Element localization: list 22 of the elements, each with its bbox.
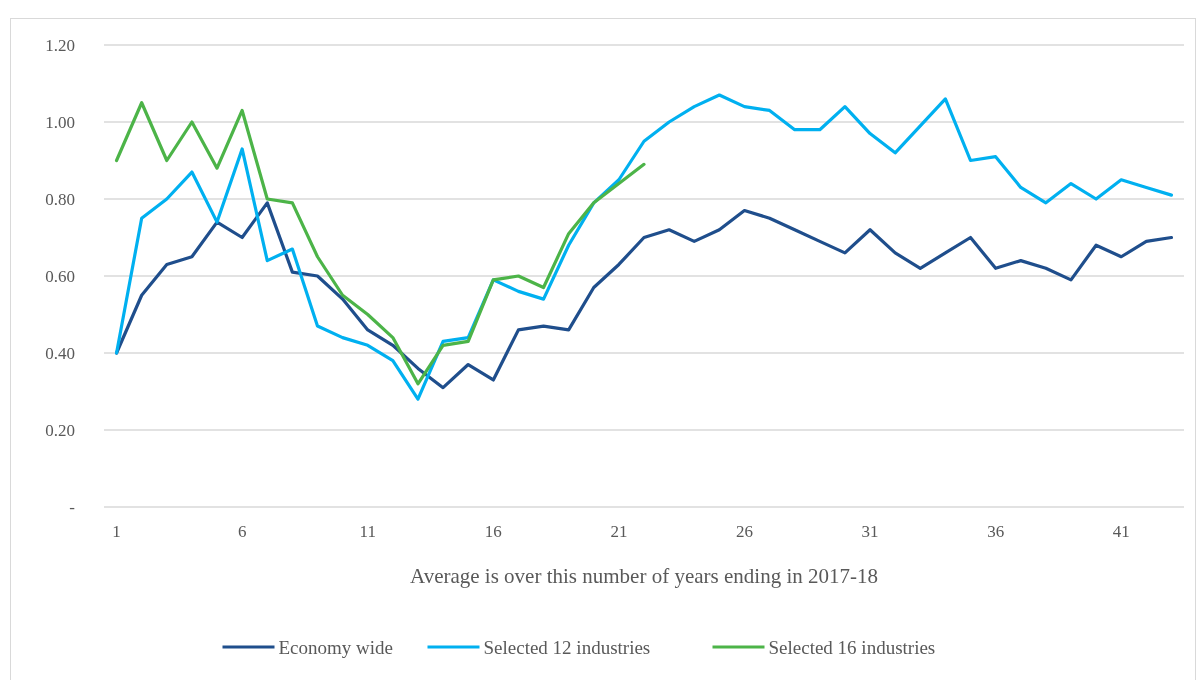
- x-tick-label: 26: [735, 522, 753, 541]
- x-axis-title: Average is over this number of years ending in 2017-18: [410, 564, 878, 588]
- x-tick-label: 36: [987, 522, 1005, 541]
- x-tick-label: 6: [237, 522, 247, 541]
- y-tick-label: 0.60: [45, 266, 75, 286]
- legend-label: Economy wide: [278, 636, 394, 658]
- line-series: [114, 93, 1174, 401]
- x-tick-label: 1: [112, 522, 121, 541]
- legend-label: Selected 12 industries: [483, 636, 651, 658]
- line-series: [114, 101, 646, 386]
- legend-label: Selected 16 industries: [768, 636, 936, 658]
- x-tick-label: 11: [359, 522, 376, 541]
- y-tick-label: -: [69, 497, 76, 517]
- y-tick-label: 1.00: [45, 112, 75, 132]
- y-tick-label: 0.40: [45, 343, 75, 363]
- y-tick-label: 1.20: [45, 35, 75, 55]
- y-tick-label: 0.20: [45, 420, 75, 440]
- x-tick-label: 21: [610, 522, 628, 541]
- y-tick-label: 0.80: [45, 189, 75, 209]
- x-tick-label: 16: [484, 522, 502, 541]
- x-tick-label: 31: [861, 522, 879, 541]
- x-tick-label: 41: [1112, 522, 1130, 541]
